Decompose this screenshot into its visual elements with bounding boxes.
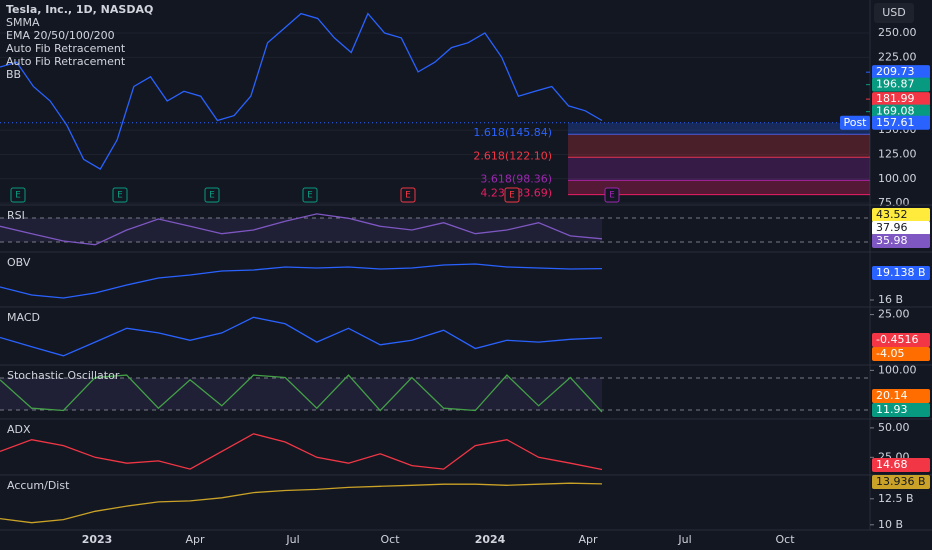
earnings-label[interactable]: E — [209, 191, 215, 201]
indicator-line — [0, 374, 603, 413]
y-tick-label: 125.00 — [878, 147, 917, 160]
price-tag — [872, 115, 930, 130]
price-tag — [872, 389, 930, 403]
price-tag — [872, 92, 930, 107]
earnings-marker[interactable] — [302, 187, 318, 203]
legend-item: Auto Fib Retracement — [6, 55, 126, 68]
price-tag — [872, 208, 930, 222]
price-line — [0, 12, 603, 170]
price-tag — [872, 221, 930, 235]
price-tag-label: 169.08 — [876, 105, 915, 118]
price-tag-label: 35.98 — [876, 234, 908, 247]
legend-item: EMA 20/50/100/200 — [6, 29, 115, 42]
earnings-label[interactable]: E — [117, 191, 123, 201]
post-badge — [840, 115, 870, 130]
price-tag-label: -4.05 — [876, 347, 904, 360]
price-tag — [872, 104, 930, 119]
pane-title: ADX — [7, 423, 31, 436]
earnings-marker[interactable] — [112, 187, 128, 203]
time-label: Apr — [578, 533, 598, 546]
price-tag-label: 14.68 — [876, 458, 908, 471]
pane-title: Stochastic Oscillator — [7, 369, 120, 382]
y-tick-label: 250.00 — [878, 26, 917, 39]
band — [0, 378, 602, 410]
y-tick-label: 75.00 — [878, 196, 910, 209]
time-label: Apr — [185, 533, 205, 546]
y-tick-label: 10 B — [878, 518, 903, 531]
price-tag — [872, 77, 930, 92]
earnings-marker[interactable] — [10, 187, 26, 203]
indicator-line — [0, 213, 603, 246]
price-tag — [872, 458, 930, 472]
y-tick-label: 100.00 — [878, 172, 917, 185]
fib-label: 3.618(98.36) — [480, 172, 552, 185]
price-tag-label: 20.14 — [876, 389, 908, 402]
price-tag — [872, 475, 930, 489]
time-label: Jul — [677, 533, 691, 546]
earnings-label[interactable]: E — [609, 191, 615, 201]
time-label: Oct — [775, 533, 795, 546]
legend-item: Tesla, Inc., 1D, NASDAQ — [6, 3, 153, 16]
time-label: Oct — [380, 533, 400, 546]
price-tag — [872, 65, 930, 80]
indicator-line — [0, 316, 603, 357]
price-tag-label: 209.73 — [876, 65, 915, 78]
price-tag — [872, 347, 930, 361]
earnings-label[interactable]: E — [307, 191, 313, 201]
price-tag — [872, 266, 930, 280]
price-tag-label: 19.138 B — [876, 266, 926, 279]
fib-label: 2.618(122.10) — [473, 149, 552, 162]
y-tick-label: 100.00 — [878, 363, 917, 376]
legend-item: SMMA — [6, 16, 40, 29]
price-tag — [872, 234, 930, 248]
time-label: 2023 — [82, 533, 113, 546]
price-tag-label: 37.96 — [876, 221, 908, 234]
y-tick-label: 225.00 — [878, 50, 917, 63]
price-tag-label: 157.61 — [876, 116, 915, 129]
price-tag-label: 13.936 B — [876, 475, 926, 488]
earnings-marker[interactable] — [504, 187, 520, 203]
legend-item: BB — [6, 68, 21, 81]
price-tag-label: 181.99 — [876, 92, 915, 105]
time-label: 2024 — [475, 533, 506, 546]
indicator-line — [0, 433, 603, 471]
indicator-line — [0, 263, 603, 299]
fib-zone — [568, 180, 870, 195]
fib-label: 1.618(145.84) — [473, 126, 552, 139]
price-tag-label: 43.52 — [876, 208, 908, 221]
time-label: Jul — [285, 533, 299, 546]
fib-zone — [568, 134, 870, 158]
pane-title: RSI — [7, 209, 25, 222]
post-label: Post — [843, 116, 867, 129]
pane-title: MACD — [7, 311, 40, 324]
price-tag — [872, 333, 930, 347]
indicator-line — [0, 482, 603, 524]
y-tick-label: 50.00 — [878, 421, 910, 434]
earnings-label[interactable]: E — [15, 191, 21, 201]
y-tick-label: 16 B — [878, 293, 903, 306]
band — [0, 218, 602, 242]
legend-item: Auto Fib Retracement — [6, 42, 126, 55]
price-tag-label: -0.4516 — [876, 333, 918, 346]
fib-zone — [568, 157, 870, 181]
earnings-marker[interactable] — [604, 187, 620, 203]
price-tag — [872, 403, 930, 417]
pane-title: Accum/Dist — [7, 479, 70, 492]
currency[interactable]: USD — [882, 6, 906, 19]
earnings-label[interactable]: E — [405, 191, 411, 201]
earnings-marker[interactable] — [400, 187, 416, 203]
price-tag-label: 11.93 — [876, 403, 908, 416]
price-tag-label: 196.87 — [876, 78, 915, 91]
y-tick-label: 25.00 — [878, 308, 910, 321]
y-tick-label: 12.5 B — [878, 492, 914, 505]
currency-box[interactable] — [874, 3, 914, 23]
earnings-label[interactable]: E — [509, 191, 515, 201]
fib-zone — [568, 122, 870, 135]
earnings-marker[interactable] — [204, 187, 220, 203]
pane-title: OBV — [7, 256, 31, 269]
